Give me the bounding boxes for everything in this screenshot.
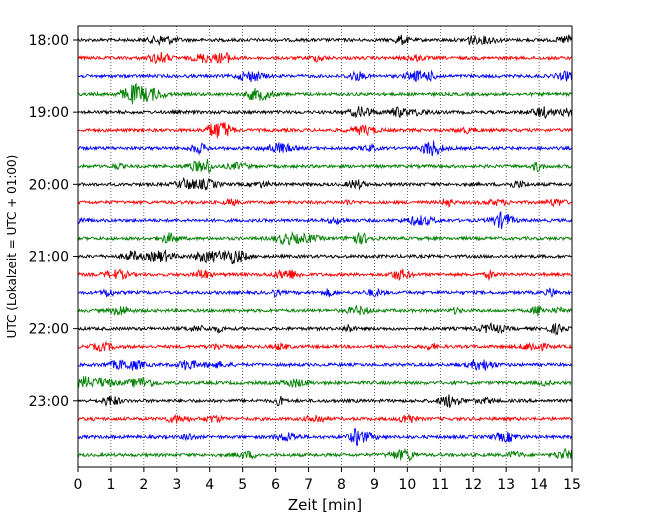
y-axis-ticks: 18:00 19:00 20:00 21:00 22:00 23:00 [29,33,78,410]
trace-2330 [77,427,572,447]
x-axis-label: Zeit [min] [288,496,362,514]
trace-2015 [77,198,572,208]
x-tick-label-14: 14 [530,477,548,493]
y-tick-label-4: 22:00 [29,322,69,338]
trace-2345 [77,447,572,463]
y-tick-label-1: 19:00 [29,105,69,121]
trace-2100 [77,249,572,265]
x-tick-label-10: 10 [398,477,416,493]
x-tick-label-13: 13 [497,477,515,493]
x-tick-label-1: 1 [106,477,115,493]
trace-2130 [77,287,572,299]
x-tick-label-9: 9 [370,477,379,493]
x-tick-label-3: 3 [172,477,181,493]
trace-1845 [77,82,572,105]
trace-1945 [77,158,572,174]
x-tick-label-0: 0 [74,477,83,493]
x-tick-label-12: 12 [464,477,482,493]
trace-2030 [77,211,572,229]
y-axis-label: UTC (Lokalzeit = UTC + 01:00) [5,155,19,339]
seismic-traces [77,34,572,463]
trace-2200 [77,321,572,336]
x-tick-label-11: 11 [431,477,449,493]
y-tick-label-3: 21:00 [29,249,69,265]
trace-2315 [77,414,572,424]
trace-1900 [77,106,572,120]
x-tick-label-4: 4 [205,477,214,493]
trace-2000 [77,176,572,192]
trace-2045 [77,231,572,246]
x-axis-ticks: 0 1 2 3 4 5 6 7 8 9 10 11 12 13 14 15 [74,467,581,493]
x-tick-label-7: 7 [304,477,313,493]
x-tick-label-5: 5 [238,477,247,493]
y-tick-label-2: 20:00 [29,177,69,193]
trace-2300 [77,394,572,408]
trace-2215 [77,340,572,353]
trace-2145 [77,304,572,317]
y-tick-label-5: 23:00 [29,394,69,410]
plot-frame [77,25,573,468]
trace-1815 [77,51,572,65]
trace-2115 [77,268,572,282]
y-tick-label-0: 18:00 [29,33,69,49]
trace-1800 [77,34,572,47]
trace-2230 [77,359,572,372]
trace-2245 [77,376,572,389]
x-tick-label-6: 6 [271,477,280,493]
x-tick-label-8: 8 [337,477,346,493]
trace-1930 [77,140,572,157]
x-tick-label-2: 2 [139,477,148,493]
trace-1830 [77,69,572,83]
trace-1915 [77,122,572,139]
x-tick-label-15: 15 [563,477,581,493]
